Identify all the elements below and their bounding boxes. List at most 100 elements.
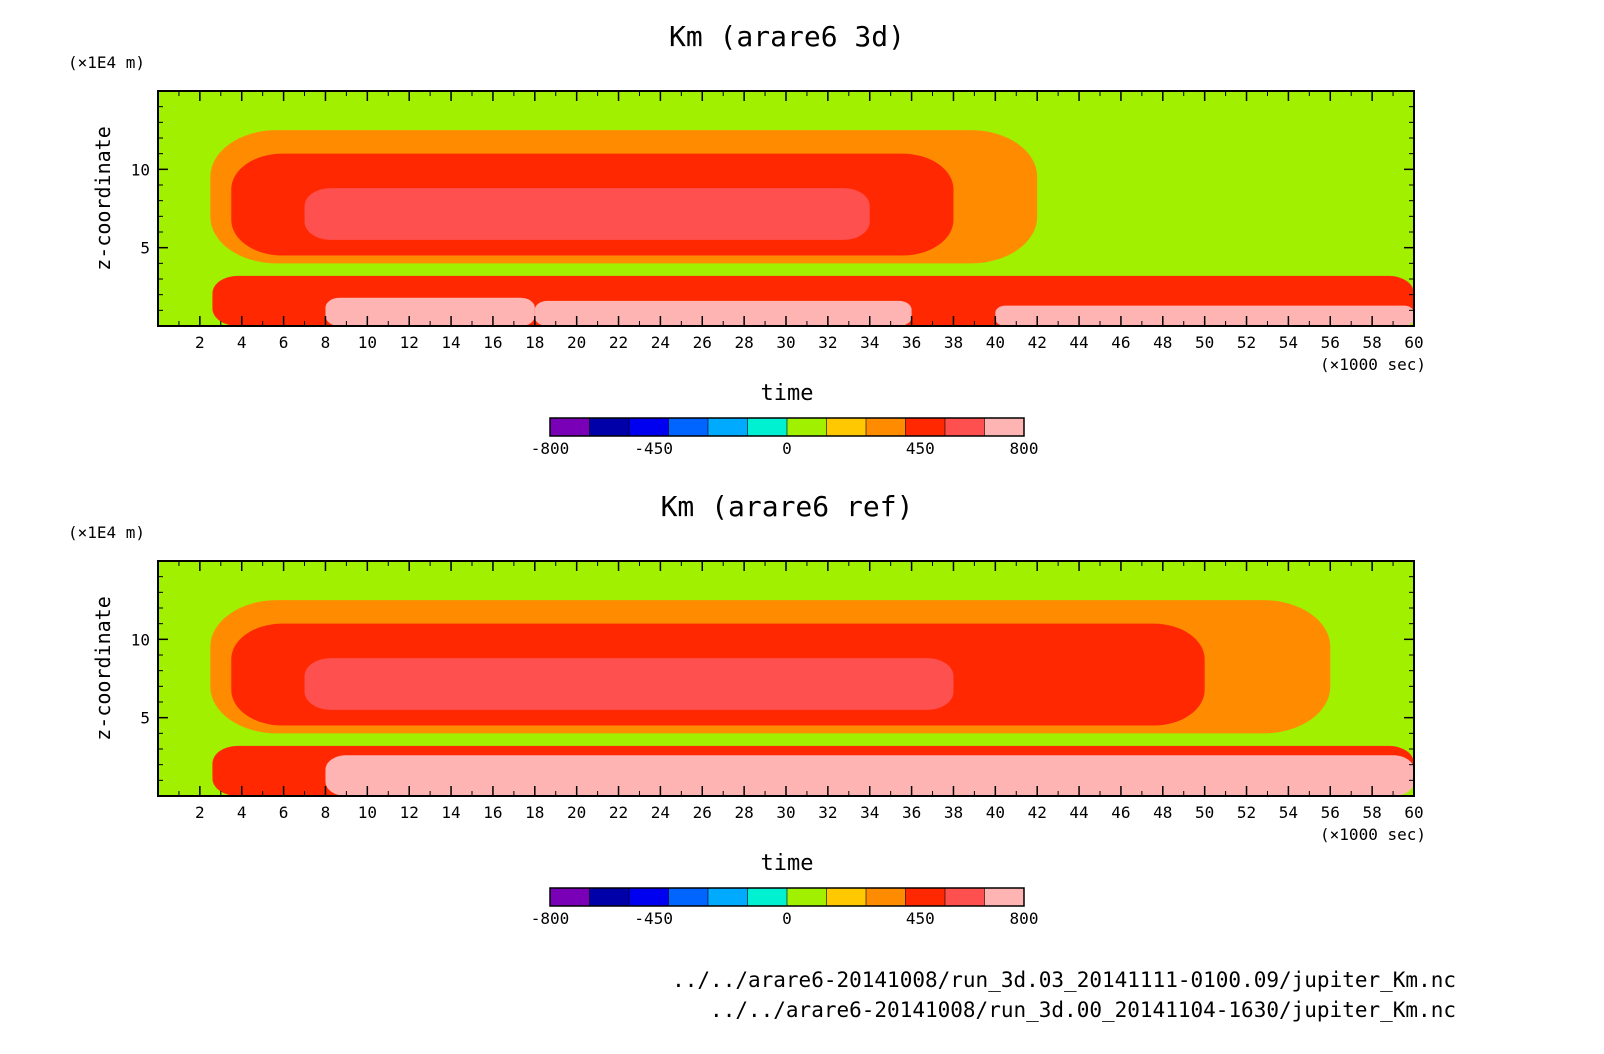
x-tick-label: 20 xyxy=(567,803,586,822)
colorbar-swatch xyxy=(629,418,669,436)
chart-title: Km (arare6 ref) xyxy=(661,490,914,523)
colorbar-swatch xyxy=(589,888,630,906)
footer-path-2: ../../arare6-20141008/run_3d.00_20141104… xyxy=(710,998,1456,1022)
colorbar-swatch xyxy=(787,888,827,906)
colorbar-swatch xyxy=(708,888,748,906)
contour-region xyxy=(304,658,954,710)
colorbar: -800 -450 0 450 800 xyxy=(531,417,1039,458)
colorbar-tick-label: -800 xyxy=(531,439,570,458)
x-tick-label: 54 xyxy=(1279,333,1298,352)
x-tick-label: 32 xyxy=(818,803,837,822)
x-tick-label: 20 xyxy=(567,333,586,352)
contour-field xyxy=(158,561,1414,796)
x-tick-label: 58 xyxy=(1363,333,1382,352)
x-tick-label: 24 xyxy=(651,333,670,352)
x-tick-label: 42 xyxy=(1028,333,1047,352)
x-tick-label: 30 xyxy=(776,333,795,352)
colorbar-tick-label: 800 xyxy=(1010,909,1039,928)
x-tick-label: 52 xyxy=(1237,333,1256,352)
colorbar-swatch xyxy=(945,888,985,906)
x-tick-label: 56 xyxy=(1321,803,1340,822)
contour-field xyxy=(158,91,1414,326)
x-tick-label: 44 xyxy=(1069,333,1088,352)
colorbar-swatch xyxy=(984,888,1025,906)
colorbar-swatch xyxy=(826,418,867,436)
colorbar-swatch xyxy=(550,888,590,906)
x-tick-label: 46 xyxy=(1111,333,1130,352)
y-axis-label: z-coordinate xyxy=(91,126,115,271)
contour-region xyxy=(304,188,870,240)
contour-region xyxy=(325,297,535,326)
x-tick-label: 52 xyxy=(1237,803,1256,822)
x-tick-label: 8 xyxy=(321,803,331,822)
colorbar-swatch xyxy=(826,888,867,906)
x-tick-label: 34 xyxy=(860,803,879,822)
chart-title: Km (arare6 3d) xyxy=(669,20,905,53)
x-tick-label: 50 xyxy=(1195,333,1214,352)
x-tick-label: 12 xyxy=(400,803,419,822)
colorbar-swatch xyxy=(708,418,748,436)
x-tick-label: 4 xyxy=(237,333,247,352)
x-tick-label: 40 xyxy=(986,803,1005,822)
colorbar-swatch xyxy=(747,418,788,436)
footer-path-1: ../../arare6-20141008/run_3d.03_20141111… xyxy=(672,968,1456,992)
x-tick-label: 14 xyxy=(441,803,460,822)
x-tick-label: 30 xyxy=(776,803,795,822)
x-tick-label: 48 xyxy=(1153,803,1172,822)
x-tick-label: 26 xyxy=(693,803,712,822)
x-tick-label: 46 xyxy=(1111,803,1130,822)
x-tick-label: 58 xyxy=(1363,803,1382,822)
y-tick-label: 5 xyxy=(140,239,150,258)
panel-ref: Km (arare6 ref)(×1E4 m)2 4 6 8 10 12 14 16 18 20 2… xyxy=(68,490,1426,928)
x-tick-label: 54 xyxy=(1279,803,1298,822)
colorbar-tick-label: 800 xyxy=(1010,439,1039,458)
x-tick-label: 26 xyxy=(693,333,712,352)
colorbar-tick-label: -800 xyxy=(531,909,570,928)
x-tick-label: 50 xyxy=(1195,803,1214,822)
x-tick-label: 56 xyxy=(1321,333,1340,352)
colorbar-tick-label: 0 xyxy=(782,439,792,458)
x-tick-label: 2 xyxy=(195,333,205,352)
colorbar-swatch xyxy=(905,418,946,436)
y-unit-label: (×1E4 m) xyxy=(68,53,145,72)
colorbar-tick-label: -450 xyxy=(634,909,673,928)
x-tick-label: 16 xyxy=(483,803,502,822)
x-tick-label: 32 xyxy=(818,333,837,352)
x-tick-label: 22 xyxy=(609,333,628,352)
x-tick-label: 6 xyxy=(279,803,289,822)
colorbar-swatch xyxy=(866,418,906,436)
x-tick-label: 14 xyxy=(441,333,460,352)
contour-region xyxy=(995,305,1414,326)
colorbar-swatch xyxy=(984,418,1025,436)
x-axis-label: time xyxy=(761,381,814,406)
x-tick-label: 28 xyxy=(735,333,754,352)
colorbar-tick-label: 0 xyxy=(782,909,792,928)
colorbar-tick-label: 450 xyxy=(906,439,935,458)
y-tick-label: 5 xyxy=(140,709,150,728)
colorbar-swatch xyxy=(866,888,906,906)
colorbar-swatch xyxy=(747,888,788,906)
x-tick-label: 60 xyxy=(1404,333,1423,352)
x-unit-label: (×1000 sec) xyxy=(1320,825,1426,844)
y-unit-label: (×1E4 m) xyxy=(68,523,145,542)
x-unit-label: (×1000 sec) xyxy=(1320,355,1426,374)
x-tick-label: 6 xyxy=(279,333,289,352)
x-tick-label: 44 xyxy=(1069,803,1088,822)
x-tick-label: 18 xyxy=(525,803,544,822)
x-tick-label: 34 xyxy=(860,333,879,352)
x-tick-label: 10 xyxy=(358,803,377,822)
x-tick-label: 28 xyxy=(735,803,754,822)
x-tick-label: 16 xyxy=(483,333,502,352)
contour-region xyxy=(534,300,912,326)
x-tick-label: 60 xyxy=(1404,803,1423,822)
x-tick-label: 4 xyxy=(237,803,247,822)
y-axis-label: z-coordinate xyxy=(91,596,115,741)
x-tick-label: 40 xyxy=(986,333,1005,352)
colorbar-tick-label: 450 xyxy=(906,909,935,928)
colorbar-swatch xyxy=(629,888,669,906)
colorbar-swatch xyxy=(589,418,630,436)
x-tick-label: 48 xyxy=(1153,333,1172,352)
x-tick-label: 8 xyxy=(321,333,331,352)
x-tick-label: 36 xyxy=(902,803,921,822)
